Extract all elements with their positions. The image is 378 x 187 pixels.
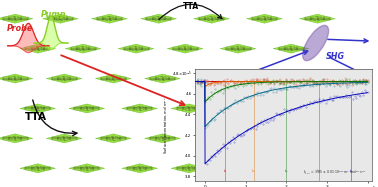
Polygon shape xyxy=(0,134,33,143)
Polygon shape xyxy=(141,14,177,23)
Polygon shape xyxy=(46,134,82,143)
Polygon shape xyxy=(171,164,207,173)
Polygon shape xyxy=(220,44,256,53)
Polygon shape xyxy=(145,74,180,83)
Polygon shape xyxy=(96,134,131,143)
Polygon shape xyxy=(20,104,56,113)
Polygon shape xyxy=(20,164,56,173)
Polygon shape xyxy=(34,16,68,50)
Text: TTA: TTA xyxy=(183,2,199,11)
Text: $k_{TTA}$ = 3.05 ± 0.01·10$^{-24}$m$^{2}$ mol$^{-1}$ s$^{-1}$: $k_{TTA}$ = 3.05 ± 0.01·10$^{-24}$m$^{2}… xyxy=(302,169,366,177)
Text: $t_5$: $t_5$ xyxy=(349,167,353,175)
Text: SHG: SHG xyxy=(326,52,345,61)
Polygon shape xyxy=(0,14,33,23)
Polygon shape xyxy=(96,74,131,83)
Polygon shape xyxy=(194,14,229,23)
Text: Pump: Pump xyxy=(41,10,66,19)
Ellipse shape xyxy=(303,25,328,61)
Polygon shape xyxy=(122,164,158,173)
Polygon shape xyxy=(171,104,207,113)
Polygon shape xyxy=(118,44,154,53)
Polygon shape xyxy=(0,74,33,83)
Text: $t_3$: $t_3$ xyxy=(284,167,288,175)
Polygon shape xyxy=(92,14,127,23)
Polygon shape xyxy=(46,74,82,83)
Polygon shape xyxy=(145,134,180,143)
Polygon shape xyxy=(8,23,49,53)
Polygon shape xyxy=(273,44,309,53)
Polygon shape xyxy=(122,104,158,113)
Polygon shape xyxy=(69,164,105,173)
Text: TTA: TTA xyxy=(25,112,46,122)
Text: $t_2$: $t_2$ xyxy=(251,167,256,175)
Text: $t_4$: $t_4$ xyxy=(316,167,321,175)
Polygon shape xyxy=(247,14,282,23)
Polygon shape xyxy=(69,104,105,113)
Y-axis label: Surface concentration, mol m$^{-2}$: Surface concentration, mol m$^{-2}$ xyxy=(163,97,170,154)
Polygon shape xyxy=(43,14,78,23)
Polygon shape xyxy=(167,44,203,53)
Polygon shape xyxy=(65,44,101,53)
Text: $t_1$: $t_1$ xyxy=(223,167,228,175)
Text: Probe: Probe xyxy=(7,24,33,33)
Polygon shape xyxy=(300,14,335,23)
Polygon shape xyxy=(20,44,56,53)
